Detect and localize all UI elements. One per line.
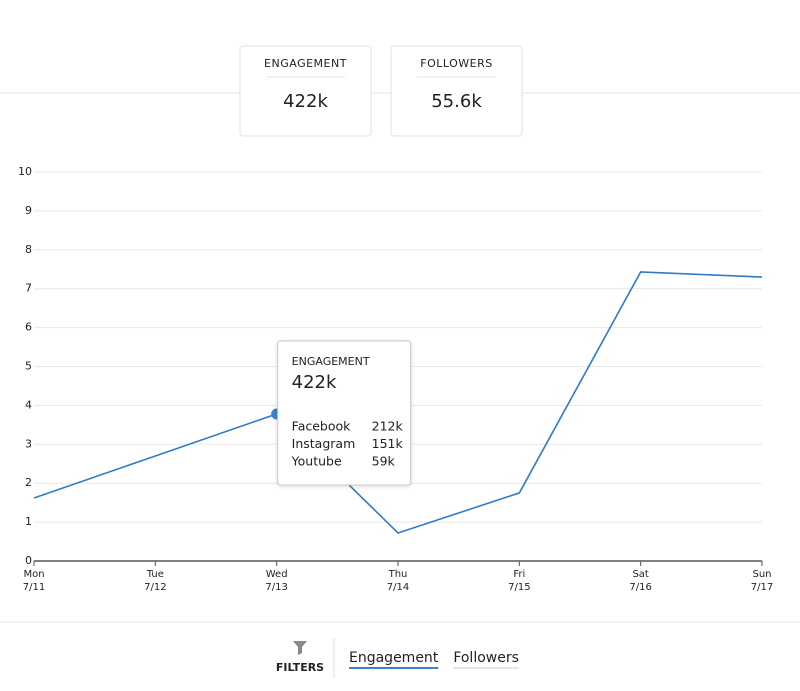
x-tick-date: 7/14 [387,582,409,593]
tooltip-row-label: Youtube [291,454,342,469]
filter-icon[interactable] [293,641,307,655]
tooltip [277,340,412,486]
stat-card [239,45,372,137]
x-tick-label: Wed [266,569,288,580]
x-tick-label: Tue [146,569,164,580]
tooltip-row-value: 212k [372,419,404,434]
x-tick-date: 7/12 [144,582,166,593]
filters-label[interactable]: FILTERS [276,661,324,674]
tooltip-title: ENGAGEMENT [292,355,370,368]
y-tick-label: 1 [25,515,32,528]
y-tick-label: 3 [25,437,32,450]
card-label: FOLLOWERS [420,57,492,70]
x-tick-label: Thu [388,569,408,580]
x-tick-date: 7/17 [751,582,773,593]
x-tick-label: Mon [23,569,44,580]
x-tick-label: Fri [513,569,525,580]
tooltip-total: 422k [292,372,337,393]
tooltip-row-value: 59k [372,454,396,469]
y-tick-label: 0 [25,554,32,567]
x-tick-date: 7/11 [23,582,45,593]
x-tick-date: 7/16 [629,582,651,593]
card-label: ENGAGEMENT [264,57,347,70]
y-tick-label: 7 [25,282,32,295]
y-tick-label: 8 [25,243,32,256]
y-tick-label: 2 [25,476,32,489]
y-tick-label: 10 [18,165,32,178]
x-tick-label: Sun [752,569,771,580]
card-value: 55.6k [431,91,482,112]
card-value: 422k [283,91,328,112]
y-tick-label: 5 [25,360,32,373]
tooltip-row-label: Instagram [292,436,356,451]
x-tick-date: 7/13 [265,582,287,593]
tab[interactable]: Followers [453,650,519,666]
data-line [33,271,763,534]
tooltip-row-value: 151k [372,436,404,451]
y-tick-label: 9 [25,204,32,217]
y-tick-label: 6 [25,321,32,334]
x-tick-label: Sat [632,569,648,580]
x-tick-date: 7/15 [508,582,530,593]
tab[interactable]: Engagement [349,650,439,666]
y-tick-label: 4 [25,398,32,411]
tooltip-row-label: Facebook [292,419,351,434]
stat-card [390,45,523,137]
